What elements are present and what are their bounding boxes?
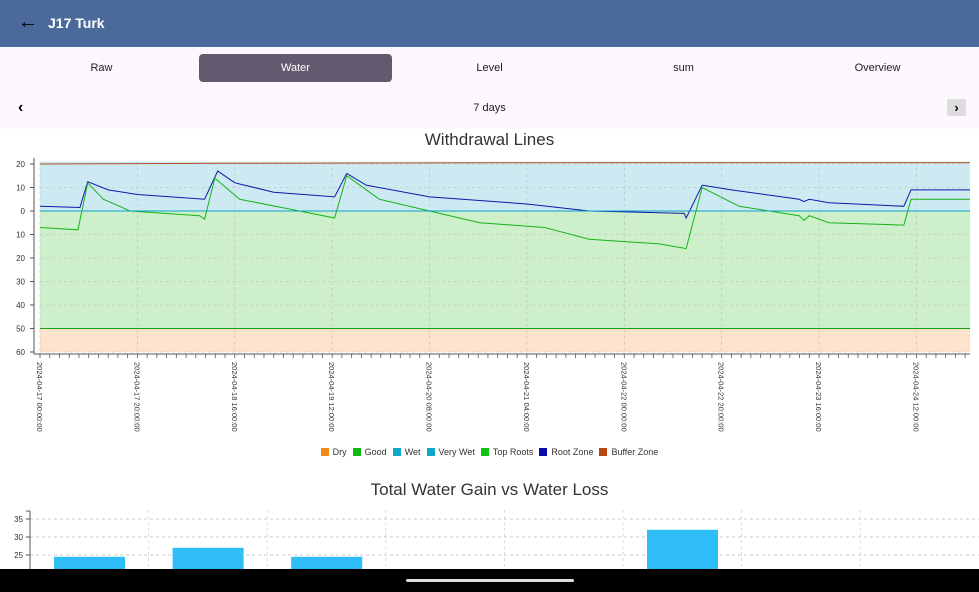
tab-level[interactable]: Level <box>476 62 503 74</box>
legend-item[interactable]: Buffer Zone <box>599 447 658 457</box>
chevron-right-icon[interactable]: › <box>947 99 966 116</box>
legend-swatch <box>599 448 608 456</box>
y-tick-label: 20 <box>16 254 25 263</box>
legend-label: Top Roots <box>492 447 534 457</box>
legend-swatch <box>480 448 489 456</box>
y-tick-label: 35 <box>14 515 23 524</box>
zone-dry <box>40 328 970 352</box>
x-tick-label: 2024-04-24 12:00:00 <box>911 362 920 432</box>
chart-legend: Dry Good Wet Very Wet Top Roots Root Zone Buff… <box>0 447 979 457</box>
x-tick-label: 2024-04-22 00:00:00 <box>619 362 628 432</box>
legend-item[interactable]: Very Wet <box>426 447 475 457</box>
x-tick-label: 2024-04-21 04:00:00 <box>522 362 531 432</box>
tab-overview[interactable]: Overview <box>854 62 901 74</box>
legend-swatch <box>320 448 329 456</box>
y-tick-label: 0 <box>21 207 26 216</box>
water-gain-chart-title: Total Water Gain vs Water Loss <box>370 480 609 499</box>
legend-label: Dry <box>332 447 347 457</box>
y-tick-label: 60 <box>16 348 25 357</box>
legend-label: Good <box>364 447 387 457</box>
bar <box>172 547 244 569</box>
app-bar: ← J17 Turk <box>0 0 979 47</box>
bar <box>54 556 125 569</box>
series-top-roots <box>39 174 970 250</box>
legend-label: Root Zone <box>551 447 594 457</box>
legend-swatch <box>426 448 435 456</box>
system-nav-bar <box>0 569 979 592</box>
legend-item[interactable]: Wet <box>392 447 421 457</box>
page-title: J17 Turk <box>48 15 105 31</box>
legend-item[interactable]: Top Roots <box>480 447 534 457</box>
x-tick-label: 2024-04-18 16:00:00 <box>230 362 239 432</box>
withdrawal-chart-title: Withdrawal Lines <box>424 130 555 149</box>
y-tick-label: 25 <box>14 551 23 560</box>
tab-raw[interactable]: Raw <box>90 62 113 74</box>
legend-swatch <box>352 448 361 456</box>
legend-item[interactable]: Dry <box>320 447 347 457</box>
zone-good <box>40 211 970 329</box>
water-gain-loss-chart: 25 30 35 <box>14 510 979 569</box>
x-tick-label: 2024-04-19 12:00:00 <box>327 362 336 432</box>
legend-label: Buffer Zone <box>611 447 659 457</box>
legend-item[interactable]: Root Zone <box>539 447 593 457</box>
y-tick-label: 10 <box>16 184 25 193</box>
y-tick-label: 20 <box>16 160 25 169</box>
tab-sum[interactable]: sum <box>673 62 694 74</box>
legend-swatch <box>392 448 401 456</box>
tab-bar: Raw Water Level sum Overview ‹ 7 days › <box>0 47 979 129</box>
date-range-label: 7 days <box>473 102 506 114</box>
x-tick-label: 2024-04-20 08:00:00 <box>425 362 434 432</box>
x-tick-label: 2024-04-17 00:00:00 <box>35 362 44 432</box>
y-tick-label: 30 <box>16 278 25 287</box>
bar <box>647 529 718 569</box>
legend-item[interactable]: Good <box>352 447 387 457</box>
y-tick-label: 30 <box>14 533 23 542</box>
bar <box>291 556 363 569</box>
home-handle[interactable] <box>406 579 574 582</box>
x-tick-label: 2024-04-22 20:00:00 <box>717 362 726 432</box>
legend-label: Wet <box>404 447 421 457</box>
back-arrow-icon[interactable]: ← <box>18 11 38 33</box>
legend-swatch <box>539 448 548 456</box>
tab-water[interactable]: Water <box>199 54 392 82</box>
y-tick-label: 10 <box>16 231 25 240</box>
chevron-left-icon[interactable]: ‹ <box>18 99 24 116</box>
legend-label: Very Wet <box>438 447 475 457</box>
series-buffer-zone <box>39 162 970 165</box>
series-root-zone <box>39 170 970 220</box>
x-tick-label: 2024-04-17 20:00:00 <box>132 362 141 432</box>
y-tick-label: 50 <box>16 325 25 334</box>
withdrawal-lines-chart: 20 10 0 10 20 30 40 50 60 2024-04-17 00:00:00 2024… <box>16 158 970 432</box>
x-tick-label: 2024-04-23 16:00:00 <box>814 362 823 432</box>
y-tick-label: 40 <box>16 301 25 310</box>
